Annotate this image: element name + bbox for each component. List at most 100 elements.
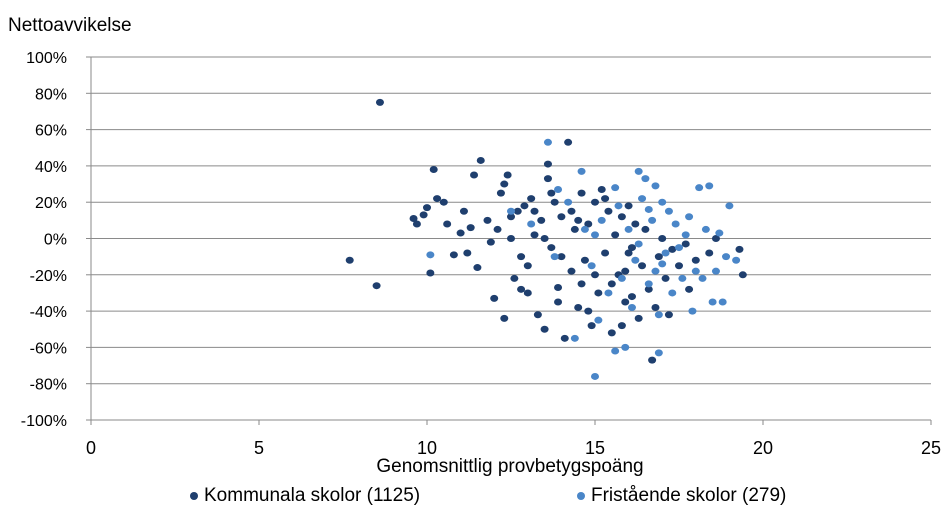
data-point (507, 235, 515, 242)
y-tick-label: -20% (30, 268, 67, 285)
data-point (621, 298, 630, 306)
data-point (675, 244, 683, 252)
data-point (543, 160, 552, 168)
data-point (466, 224, 475, 232)
data-point (634, 167, 643, 175)
data-point (375, 98, 384, 106)
data-point (493, 225, 502, 233)
legend-label-kommunala: Kommunala skolor (1125) (204, 485, 421, 506)
data-point (433, 195, 442, 203)
data-point (577, 167, 586, 175)
data-point (614, 202, 623, 210)
data-point (517, 285, 526, 293)
data-point (651, 182, 660, 190)
data-point (611, 231, 620, 239)
data-point (567, 207, 576, 215)
data-point (685, 285, 694, 293)
data-point (644, 280, 653, 288)
data-point (601, 195, 610, 203)
data-point (715, 229, 724, 237)
data-point (560, 334, 569, 342)
data-point (658, 235, 667, 242)
x-tick-label: 0 (86, 438, 96, 458)
data-point (543, 175, 552, 183)
data-point (711, 235, 720, 242)
legend-marker-kommunala (190, 492, 198, 500)
data-point (587, 262, 596, 270)
data-point (574, 303, 583, 311)
data-point (463, 249, 472, 257)
data-point (604, 289, 613, 297)
data-point (426, 269, 435, 277)
legend-item-fristaende: Fristående skolor (279) (577, 485, 786, 507)
y-tick-label: -100% (21, 413, 67, 430)
data-point (651, 303, 660, 311)
data-point (607, 329, 616, 337)
data-point (638, 262, 647, 270)
y-axis-title: Nettoavvikelse (8, 15, 132, 36)
data-point (550, 198, 559, 206)
data-point (577, 280, 586, 288)
data-point (423, 204, 431, 212)
data-point (631, 220, 640, 228)
data-point (735, 245, 744, 253)
data-point (530, 231, 539, 239)
data-point (439, 198, 448, 206)
data-point (500, 314, 509, 322)
data-point (681, 231, 690, 239)
data-point (634, 314, 643, 322)
data-point (607, 280, 616, 288)
data-point (644, 285, 653, 293)
data-point (412, 220, 421, 228)
data-point (644, 205, 653, 213)
data-point (621, 343, 630, 351)
data-point (409, 215, 418, 223)
y-tick-label: 60% (35, 123, 67, 140)
data-point (661, 249, 670, 257)
x-tick-label: 10 (417, 438, 437, 458)
data-point (611, 184, 620, 192)
data-point (523, 289, 532, 297)
data-point (476, 156, 485, 164)
series-fristaende (426, 138, 741, 380)
data-point (685, 213, 694, 221)
y-tick-label: -60% (30, 340, 67, 357)
data-point (580, 256, 589, 264)
data-point (591, 271, 599, 279)
data-point (547, 189, 556, 197)
data-point (604, 207, 613, 215)
data-point (722, 253, 731, 261)
data-point (738, 271, 747, 279)
data-point (527, 220, 536, 228)
data-point (651, 267, 660, 275)
data-point (520, 202, 529, 210)
data-point (554, 284, 563, 292)
data-point (631, 256, 640, 264)
data-point (517, 253, 526, 261)
x-tick-label: 25 (921, 438, 941, 458)
data-point (648, 356, 657, 364)
data-point (533, 311, 542, 319)
data-point (429, 166, 438, 174)
data-point (624, 249, 633, 257)
data-point (513, 207, 522, 215)
data-point (530, 207, 539, 215)
data-point (617, 274, 626, 282)
data-point (591, 198, 599, 206)
data-point (554, 298, 563, 306)
data-point (577, 189, 586, 197)
data-point (705, 182, 714, 190)
data-point (449, 251, 458, 259)
data-point (574, 216, 583, 224)
data-point (580, 225, 589, 233)
data-point (658, 260, 667, 268)
data-point (627, 303, 636, 311)
data-point (503, 171, 512, 179)
data-point (591, 372, 599, 380)
data-point (537, 216, 546, 224)
data-point (483, 216, 492, 224)
data-point (523, 262, 532, 270)
data-point (621, 267, 630, 275)
data-point (500, 180, 509, 188)
